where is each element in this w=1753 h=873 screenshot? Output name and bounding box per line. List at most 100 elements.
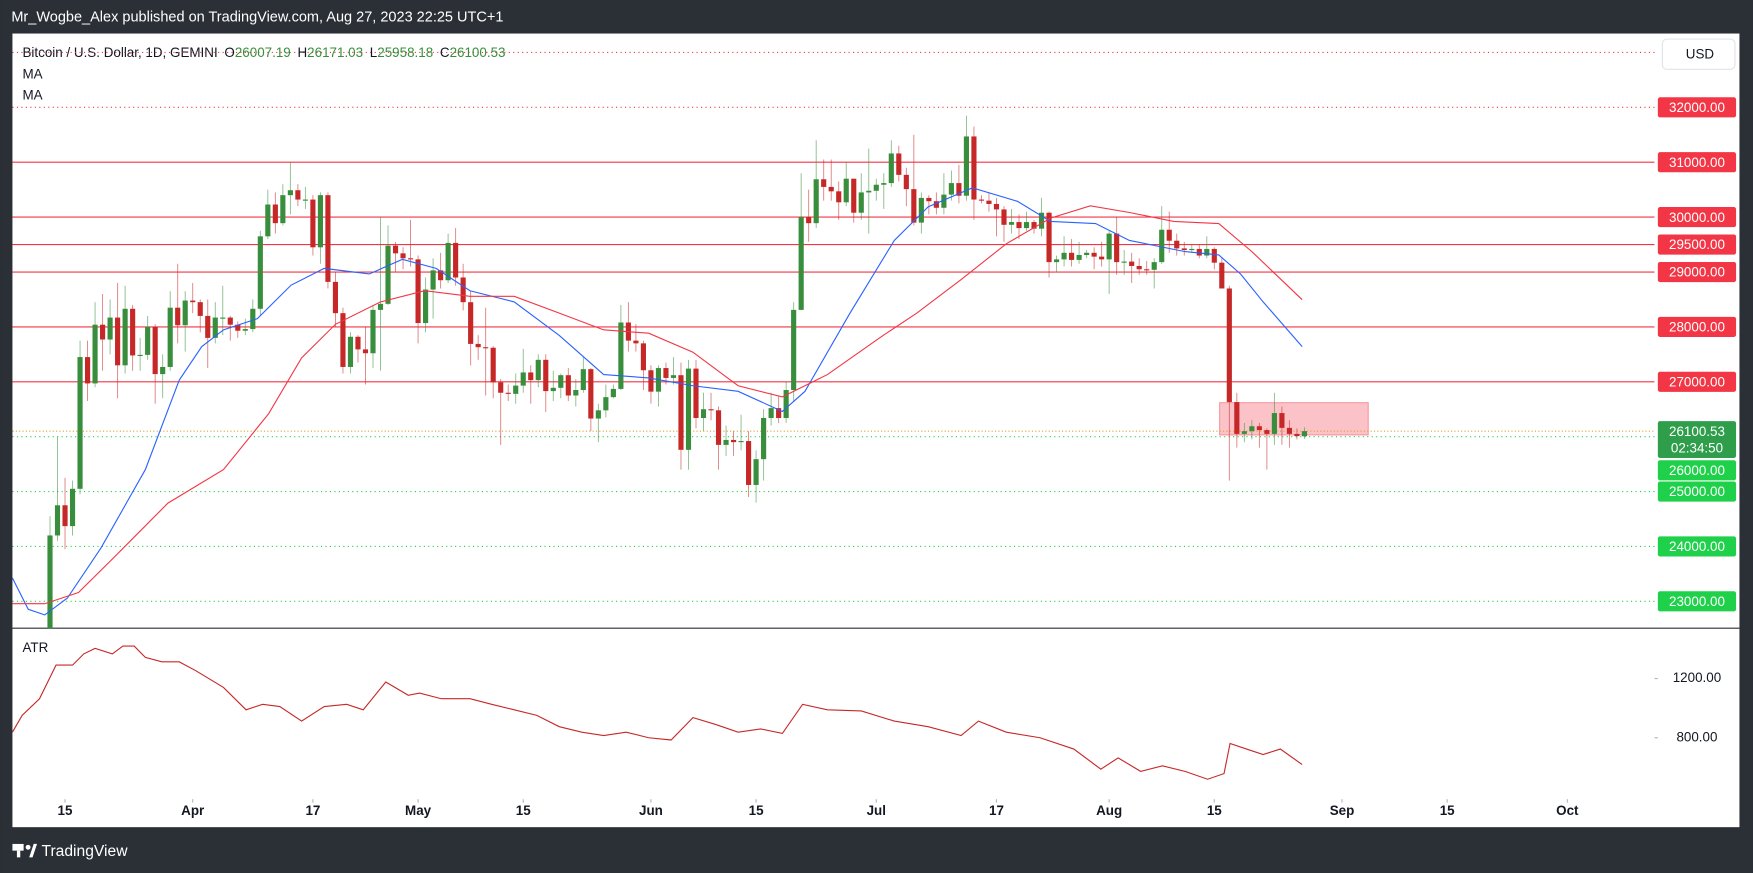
candle-body [445,242,451,281]
candle-body [896,153,902,175]
candle-body [1069,252,1075,260]
candle-body [280,195,286,224]
candle-body [528,372,534,381]
candle-body [197,302,203,316]
candle-body [513,385,519,394]
candle-body [1129,261,1135,266]
x-tick-label: Sep [1330,803,1355,818]
price-label: 30000.00 [1669,210,1725,225]
x-tick-label: 15 [516,803,531,818]
moving-average [12,187,1303,616]
candle-body [1249,426,1255,432]
candle-body [377,303,384,310]
tradingview-logo [12,843,38,858]
candle-body [407,258,414,260]
candle-body [558,375,564,388]
candle-body [588,369,594,419]
indicator-legend: ATR [23,640,49,655]
candle-body [460,277,466,303]
candle-body [115,317,121,366]
candle-body [746,441,752,485]
candle-body [836,191,842,203]
candle-body [1031,222,1037,229]
candle-body [1241,431,1247,434]
candle-body [993,203,1000,210]
candle-body [1166,229,1172,241]
candle-body [438,270,444,281]
candle-body [160,366,166,375]
candle-body [325,195,331,282]
x-tick-label: 15 [749,803,764,818]
countdown-label: 02:34:50 [1671,441,1723,456]
candle-body [1234,402,1240,434]
candle-body [648,370,654,392]
price-label: 32000.00 [1669,100,1725,115]
candle-body [235,324,241,331]
chart-canvas [12,33,1740,828]
price-zone [1219,402,1369,436]
candle-body [1204,248,1210,256]
candle-body [768,408,774,418]
candle-body [1286,427,1292,434]
candle-body [362,349,369,354]
x-tick-label: 15 [1207,803,1222,818]
candle-body [971,136,977,200]
candle-body [1084,252,1090,255]
candle-body [723,439,729,445]
x-tick-label: Oct [1556,803,1579,818]
candle-body [453,242,459,278]
candle-body [633,340,639,344]
candle-body [1279,413,1285,428]
candle-body [1121,261,1127,263]
candle-body [257,236,263,309]
candle-body [911,189,917,223]
indicator-pane [12,645,1303,780]
ohlc-key: C [440,45,450,60]
candle-body [543,359,549,392]
atr-tick-label: 1200.00 [1673,670,1721,685]
price-label-box [1657,371,1737,392]
candle-body [1189,248,1195,251]
price-pane [12,51,1655,629]
currency-button[interactable] [1661,38,1736,70]
price-label: 29500.00 [1669,237,1725,252]
candle-body [776,408,782,418]
candle-body [685,368,692,450]
price-label: 24000.00 [1669,539,1725,554]
price-label-box [1657,152,1737,173]
candle-body [212,317,218,338]
candle-body [941,194,947,208]
price-label: 26000.00 [1669,463,1725,478]
moving-average [12,205,1303,605]
candle-body [715,410,722,445]
candle-body [806,217,812,224]
candle-body [475,343,481,348]
candle-body [640,343,646,371]
candle-body [1038,212,1045,229]
candle-body [1076,254,1082,260]
candle-body [986,200,992,204]
candle-body [873,184,879,191]
candle-body [1106,233,1112,260]
candle-body [1016,222,1022,229]
candle-body [100,324,106,340]
x-tick-label: 17 [989,803,1004,818]
ohlc-value: 26100.53 [450,45,506,60]
price-label-box [1657,591,1737,612]
candle-body [828,186,834,192]
price-label: 31000.00 [1669,155,1725,170]
candle-body [287,190,293,196]
candle-body [866,190,872,193]
candle-body [242,329,248,331]
candle-body [145,326,151,355]
candle-body [1008,222,1015,225]
candle-body [190,300,196,303]
x-tick-label: 15 [58,803,73,818]
candle-body [47,535,53,629]
candle-body [1211,248,1217,263]
candle-body [505,392,511,394]
candle-body [610,388,616,398]
candle-body [565,375,571,396]
